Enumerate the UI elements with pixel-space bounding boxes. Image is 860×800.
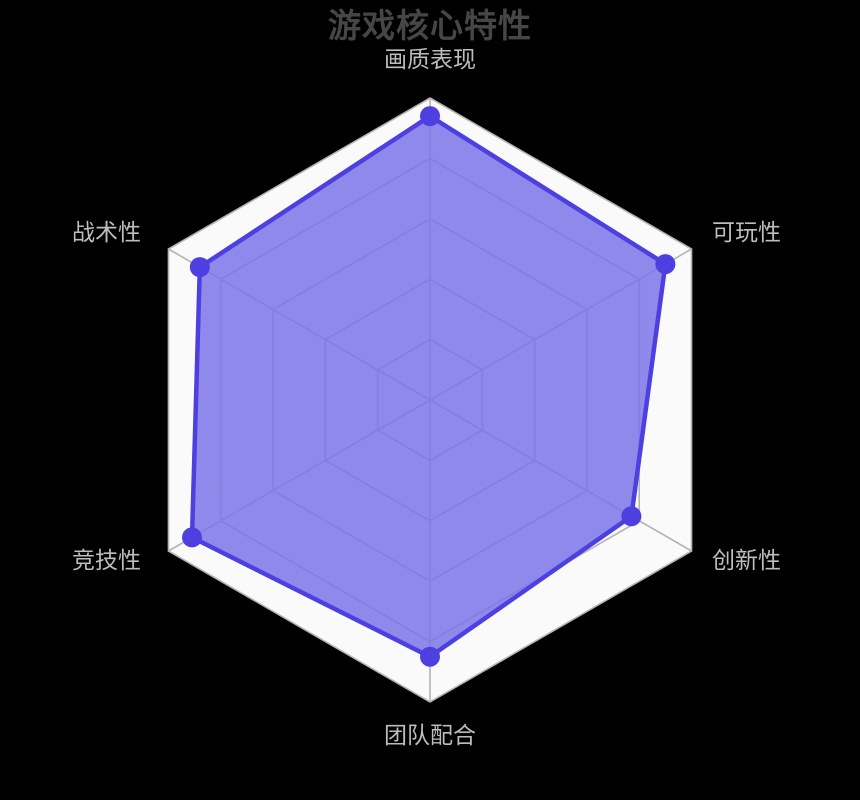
- data-point-画质表现[interactable]: [420, 106, 440, 127]
- data-point-团队配合[interactable]: [420, 646, 440, 667]
- series-data-points: [182, 106, 676, 667]
- axis-label-upper-right: 可玩性: [712, 220, 781, 246]
- series-area-fill: [192, 116, 666, 657]
- data-point-战术性[interactable]: [189, 257, 210, 278]
- axis-label-top: 画质表现: [384, 47, 476, 73]
- chart-title: 游戏核心特性: [328, 6, 532, 45]
- axis-label-lower-right: 创新性: [712, 548, 781, 574]
- axis-label-upper-left: 战术性: [72, 220, 141, 246]
- radar-series-layer: [182, 106, 676, 667]
- axis-label-bottom: 团队配合: [384, 723, 476, 749]
- data-point-创新性[interactable]: [621, 506, 642, 527]
- axis-label-lower-left: 竞技性: [72, 548, 141, 574]
- data-point-竞技性[interactable]: [182, 527, 202, 548]
- data-point-可玩性[interactable]: [655, 254, 676, 275]
